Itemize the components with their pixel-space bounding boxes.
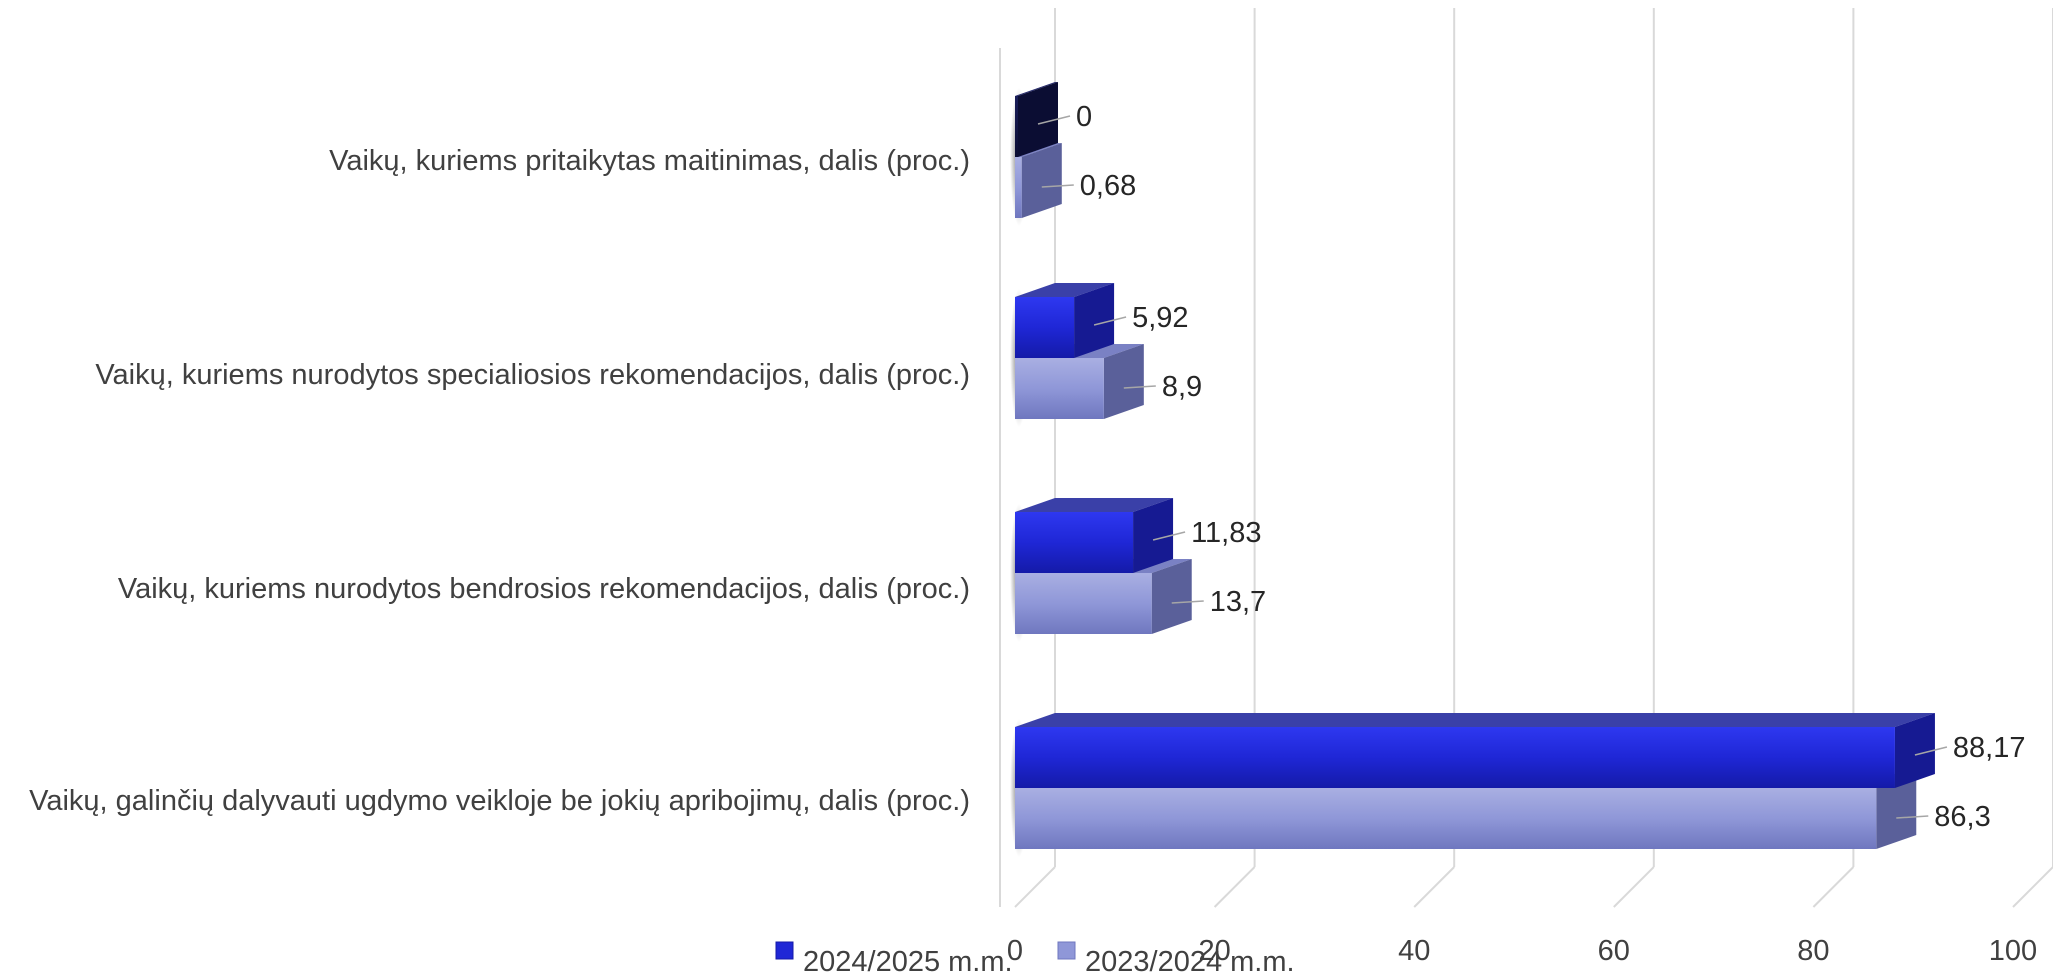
- bar-s0-3-top: [1015, 713, 1935, 727]
- bar-s0-3-side: [1894, 713, 1935, 788]
- bar-s0-1: [1015, 283, 1115, 358]
- bar-s1-0-side: [1021, 143, 1062, 218]
- bar-s0-1-side: [1074, 283, 1115, 358]
- legend-label-1: 2023/2024 m.m.: [1085, 946, 1295, 974]
- leader-line-s0-0: [1037, 115, 1071, 125]
- bar-s0-3-front: [1015, 727, 1895, 788]
- leader-line-s1-1: [1123, 385, 1156, 389]
- data-label-s1-1: 8,9: [1162, 371, 1202, 403]
- legend-item-0: 2024/2025 m.m.: [775, 941, 1013, 978]
- x-tick-label-60: 60: [1598, 935, 1630, 967]
- leader-line-s1-0: [1041, 184, 1074, 188]
- floor-gridline-80: [1812, 866, 1855, 908]
- bar-s1-0-front: [1015, 157, 1022, 218]
- data-label-s0-3: 88,17: [1953, 732, 2026, 764]
- x-tick-label-20: 20: [1198, 935, 1230, 967]
- legend-item-1: 2023/2024 m.m.: [1057, 941, 1295, 978]
- bar-s1-1-side: [1103, 344, 1144, 419]
- data-label-s1-3: 86,3: [1934, 801, 1990, 833]
- leader-line-s0-2: [1152, 531, 1186, 541]
- floor-gridline-100: [2012, 866, 2053, 908]
- bar-s1-1: [1015, 344, 1144, 419]
- category-label-3: Vaikų, galinčių dalyvauti ugdymo veikloj…: [29, 785, 970, 817]
- x-tick-label-80: 80: [1797, 935, 1829, 967]
- bar-s0-2-top: [1015, 498, 1174, 512]
- floor-gridline-20: [1213, 866, 1256, 908]
- data-label-s0-1: 5,92: [1132, 302, 1188, 334]
- bar-s1-1-front: [1015, 358, 1104, 419]
- bar-s0-2-side: [1133, 498, 1174, 573]
- data-label-s0-0: 0: [1076, 101, 1092, 133]
- bar-s0-2-front: [1015, 512, 1134, 573]
- bar-s1-3-front: [1015, 788, 1877, 849]
- leader-line-s1-2: [1171, 600, 1204, 604]
- legend-swatch-0: [775, 941, 794, 960]
- category-label-1: Vaikų, kuriems nurodytos specialiosios r…: [95, 359, 970, 391]
- x-tick-label-100: 100: [1989, 935, 2037, 967]
- leader-line-s0-1: [1093, 316, 1127, 326]
- x-tick-label-40: 40: [1398, 935, 1430, 967]
- leader-line-s1-3: [1896, 815, 1929, 819]
- bar-s0-0: [1015, 82, 1058, 157]
- bar-s0-1-top: [1015, 283, 1115, 297]
- bar-s1-2-side: [1151, 559, 1192, 634]
- leader-line-s0-3: [1914, 746, 1948, 756]
- category-label-2: Vaikų, kuriems nurodytos bendrosios reko…: [118, 573, 970, 605]
- category-label-0: Vaikų, kuriems pritaikytas maitinimas, d…: [329, 145, 970, 177]
- floor-gridline-60: [1613, 866, 1655, 908]
- bar-s0-0-side: [1018, 82, 1058, 157]
- floor-gridline-0: [1014, 866, 1056, 908]
- bar-s0-3: [1015, 713, 1935, 788]
- legend-swatch-1: [1057, 941, 1076, 960]
- x-tick-label-0: 0: [1007, 935, 1023, 967]
- bar-s0-0-front: [1015, 96, 1018, 157]
- data-label-s1-2: 13,7: [1210, 586, 1266, 618]
- legend-label-0: 2024/2025 m.m.: [803, 946, 1013, 974]
- floor-gridline-40: [1413, 866, 1455, 908]
- bar-s0-0-top: [1015, 82, 1058, 96]
- bar-s1-3-side: [1876, 774, 1917, 849]
- bar-s0-1-front: [1015, 297, 1075, 358]
- bar-s1-2-front: [1015, 573, 1152, 634]
- data-label-s1-0: 0,68: [1080, 170, 1136, 202]
- bar-s0-2: [1015, 498, 1174, 573]
- data-label-s0-2: 11,83: [1191, 517, 1261, 549]
